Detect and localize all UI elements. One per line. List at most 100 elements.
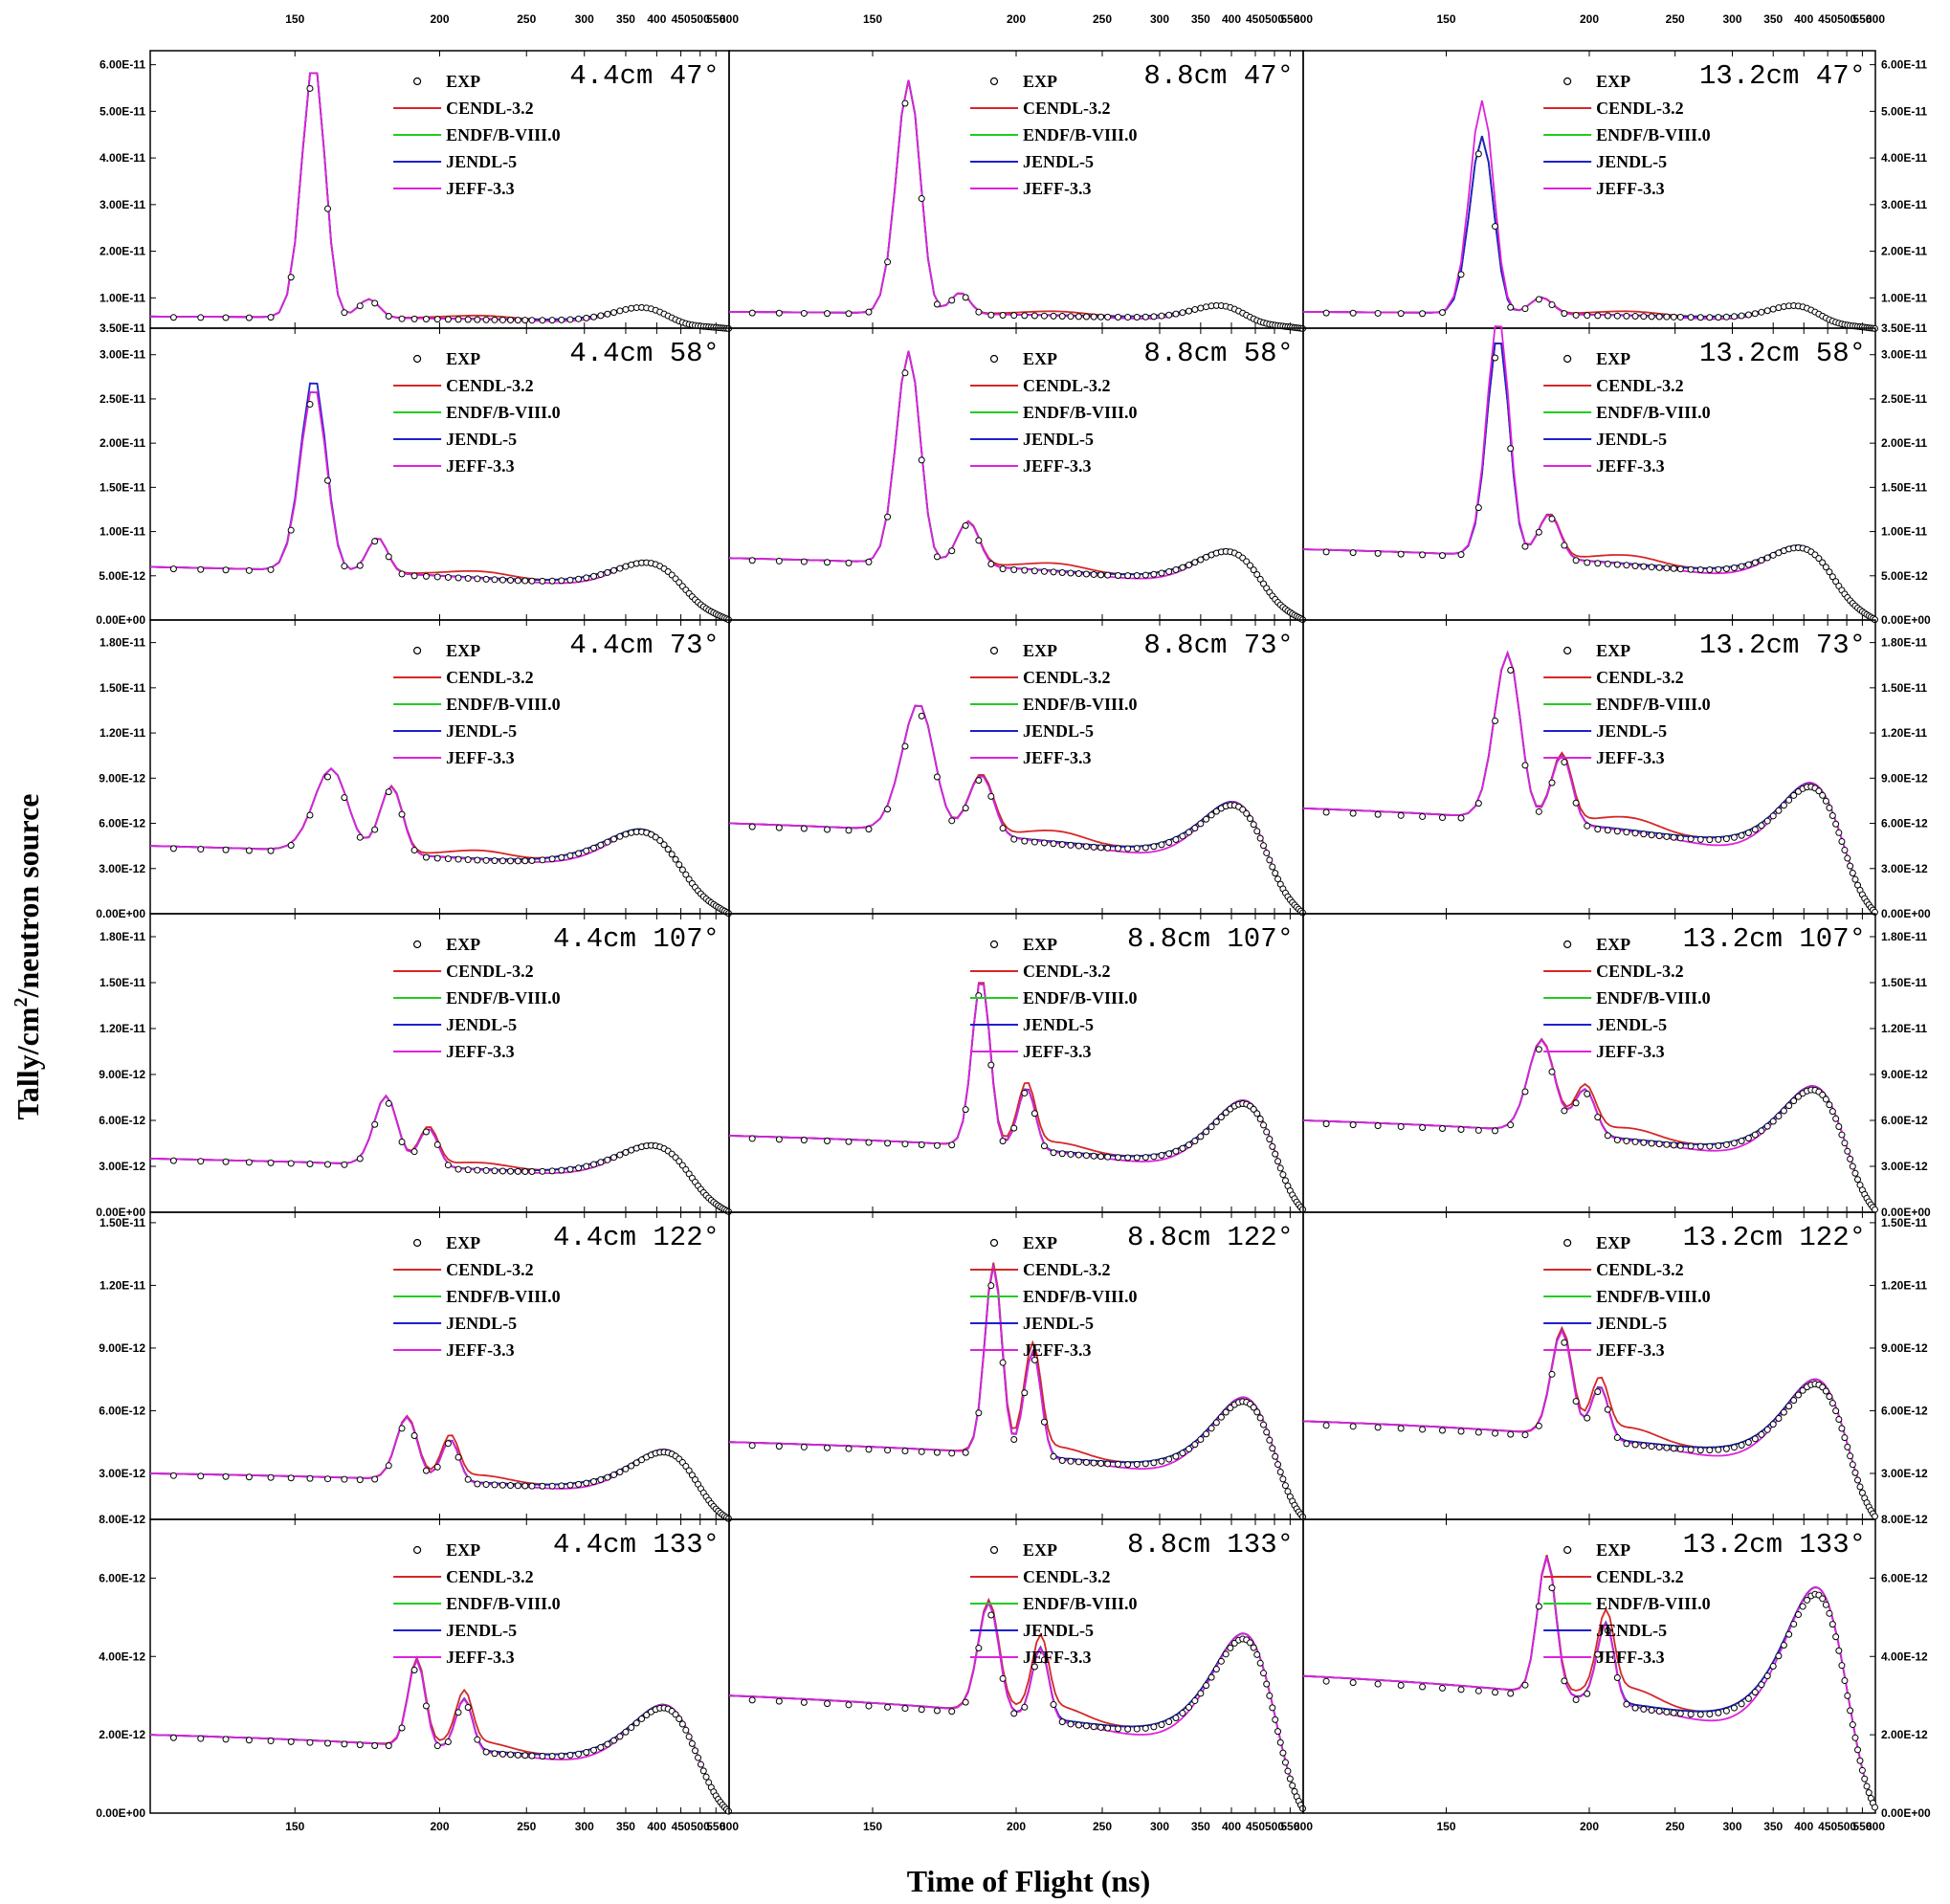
exp-point	[1640, 1705, 1648, 1713]
exp-point	[1075, 313, 1082, 321]
exp-point	[1663, 313, 1671, 321]
panel: 3.50E-11 1.00E-11 2.00E-11 3.00E-11 4.00E-11…	[100, 50, 732, 335]
panel-frame	[1302, 619, 1876, 915]
exp-point	[197, 1472, 205, 1480]
exp-point	[1832, 1407, 1840, 1415]
legend-exp-label: EXP	[446, 349, 480, 368]
exp-point	[1030, 838, 1038, 846]
y-tick-label: 0.00E+00	[96, 1206, 145, 1219]
exp-point	[398, 1425, 406, 1432]
exp-point	[398, 570, 406, 578]
exp-point	[1349, 809, 1357, 817]
x-tick-label-top: 450	[1818, 12, 1837, 26]
exp-point	[1474, 1126, 1482, 1134]
exp-point	[1250, 1644, 1257, 1651]
exp-point	[1832, 1115, 1840, 1122]
exp-point	[1179, 1144, 1186, 1152]
exp-point	[464, 1166, 472, 1174]
exp-point	[1835, 1416, 1843, 1424]
exp-point	[1631, 1704, 1639, 1712]
exp-point	[433, 316, 441, 323]
exp-point	[197, 846, 205, 853]
exp-point	[1030, 567, 1038, 575]
exp-point	[672, 1711, 679, 1718]
exp-point	[583, 1162, 590, 1170]
series-line-cendl-3-2	[149, 767, 730, 915]
exp-point	[1165, 311, 1173, 319]
series-line-jeff-3-3	[1302, 650, 1876, 914]
panel: 0.00E+00 3.00E-12 6.00E-12 9.00E-12 1.20E-11…	[1302, 619, 1931, 920]
exp-point	[444, 1440, 452, 1448]
exp-point	[482, 1166, 490, 1174]
exp-point	[474, 575, 481, 583]
exp-point	[948, 817, 956, 825]
legend-label: ENDF/B-VIII.0	[1023, 695, 1138, 714]
exp-point	[1844, 854, 1851, 862]
exp-point	[1050, 840, 1057, 848]
exp-point	[491, 1750, 499, 1758]
legend-label: JEFF-3.3	[1023, 456, 1092, 476]
exp-point	[1104, 1460, 1112, 1468]
exp-point	[933, 553, 941, 561]
exp-point	[1067, 841, 1075, 849]
exp-point	[1203, 1682, 1210, 1690]
exp-point	[1067, 569, 1075, 577]
exp-point	[464, 1475, 472, 1483]
x-tick-label-bottom: 600	[720, 1820, 739, 1833]
legend-exp-marker	[413, 940, 422, 949]
exp-point	[1696, 835, 1704, 843]
exp-point	[507, 1482, 515, 1490]
y-tick-label: 3.00E-11	[1881, 348, 1927, 362]
y-tick-label: 3.00E-11	[100, 198, 145, 211]
exp-point	[1822, 797, 1829, 805]
exp-point	[1256, 834, 1264, 842]
exp-point	[901, 1705, 909, 1713]
exp-point	[267, 1473, 275, 1481]
exp-point	[616, 1733, 624, 1740]
x-tick-label-top: 300	[1722, 12, 1741, 26]
exp-point	[245, 1159, 253, 1166]
exp-point	[1838, 1425, 1846, 1432]
exp-point	[1828, 1621, 1836, 1628]
legend: EXP CENDL-3.2 ENDF/B-VIII.0 JENDL-5 JEFF-3.3	[393, 935, 561, 1061]
exp-point	[1715, 1446, 1722, 1453]
legend-label: JENDL-5	[1023, 1314, 1094, 1333]
exp-point	[287, 842, 295, 850]
y-tick-label: 9.00E-12	[1881, 1341, 1928, 1355]
exp-point	[1687, 565, 1695, 573]
y-tick-label: 0.00E+00	[96, 1806, 145, 1820]
exp-point	[865, 1446, 873, 1453]
exp-point	[1722, 1140, 1730, 1148]
exp-point	[474, 856, 481, 864]
y-tick-label: 9.00E-12	[1881, 1068, 1928, 1081]
exp-point	[1769, 551, 1777, 559]
exp-point	[1276, 1468, 1284, 1475]
exp-point	[1799, 1386, 1806, 1394]
exp-point	[1058, 1718, 1066, 1726]
panel: 0.00E+00 5.00E-12 1.00E-11 1.50E-11 2.00E-11…	[96, 327, 732, 627]
legend-label: JENDL-5	[1023, 721, 1094, 741]
legend-exp-marker	[989, 940, 999, 949]
exp-point	[1158, 1152, 1165, 1160]
exp-point	[1263, 1680, 1271, 1688]
y-tick-label: 6.00E-12	[1881, 1571, 1928, 1584]
exp-point	[444, 1738, 452, 1745]
y-tick-label: 4.00E-12	[99, 1649, 145, 1663]
exp-point	[775, 824, 783, 831]
legend-label: JENDL-5	[1596, 430, 1667, 449]
panel: 8.8cm 107° EXP CENDL-3.2 ENDF/B-VIII.0 JENDL…	[728, 913, 1306, 1213]
exp-point	[845, 1138, 853, 1145]
exp-point	[1604, 827, 1611, 834]
series-line-cendl-3-2	[1302, 135, 1876, 329]
y-tick-label: 0.00E+00	[1881, 613, 1931, 627]
exp-point	[1050, 568, 1057, 576]
exp-point	[1613, 1673, 1621, 1681]
exp-point	[371, 538, 379, 545]
exp-point	[499, 857, 506, 865]
exp-point	[433, 573, 441, 581]
exp-point	[1281, 1759, 1289, 1766]
exp-point	[371, 1741, 379, 1749]
exp-point	[1260, 842, 1268, 850]
panel-grid: 3.50E-11 1.00E-11 2.00E-11 3.00E-11 4.00E-11…	[96, 50, 1931, 1820]
series-line-endf-b-viii-0	[1302, 135, 1876, 329]
